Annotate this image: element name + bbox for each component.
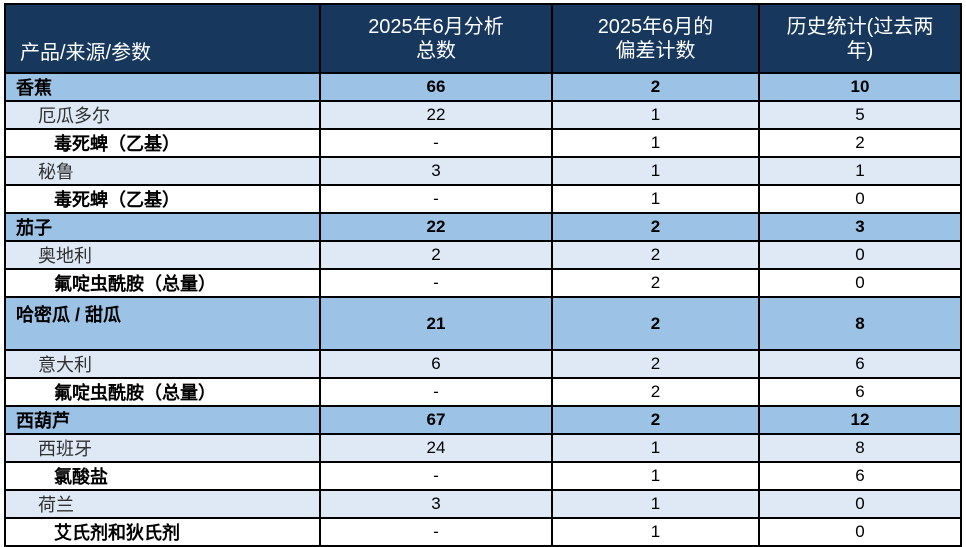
deviation-count-cell: 1 <box>551 100 760 130</box>
analyzed-total-cell: 22 <box>319 212 553 242</box>
table-row-product: 香蕉 66 2 10 <box>4 72 962 102</box>
analyzed-total-cell: - <box>319 377 553 407</box>
analyzed-total-cell: - <box>319 268 553 298</box>
table-row-country: 厄瓜多尔 22 1 5 <box>4 100 962 130</box>
deviation-count-cell: 2 <box>551 268 760 298</box>
table-row-country: 荷兰 3 1 0 <box>4 489 962 519</box>
row-label-cell: 香蕉 <box>4 72 321 102</box>
table-row-country: 西班牙 24 1 8 <box>4 433 962 463</box>
analyzed-total-cell: 3 <box>319 156 553 186</box>
column-header-history-stats: 历史统计(过去两 年) <box>758 3 962 74</box>
table-row-parameter: 艾氏剂和狄氏剂 - 1 0 <box>4 517 962 547</box>
history-stats-cell: 0 <box>758 184 962 214</box>
analyzed-total-cell: 67 <box>319 405 553 435</box>
history-stats-cell: 10 <box>758 72 962 102</box>
deviation-count-cell: 2 <box>551 349 760 379</box>
deviation-count-cell: 1 <box>551 128 760 158</box>
table-row-product: 茄子 22 2 3 <box>4 212 962 242</box>
table-row-parameter: 氯酸盐 - 1 6 <box>4 461 962 491</box>
column-header-deviation-count: 2025年6月的 偏差计数 <box>551 3 760 74</box>
row-label-cell: 氟啶虫酰胺（总量） <box>4 377 321 407</box>
row-label-cell: 毒死蜱（乙基） <box>4 184 321 214</box>
history-stats-cell: 0 <box>758 517 962 547</box>
deviation-count-cell: 2 <box>551 405 760 435</box>
history-stats-cell: 3 <box>758 212 962 242</box>
history-stats-cell: 6 <box>758 349 962 379</box>
analyzed-total-cell: 2 <box>319 240 553 270</box>
history-stats-cell: 6 <box>758 461 962 491</box>
row-label-cell: 氯酸盐 <box>4 461 321 491</box>
analyzed-total-cell: 66 <box>319 72 553 102</box>
row-label-cell: 西葫芦 <box>4 405 321 435</box>
deviation-count-cell: 2 <box>551 212 760 242</box>
analyzed-total-cell: - <box>319 128 553 158</box>
row-label-cell: 茄子 <box>4 212 321 242</box>
analyzed-total-cell: 3 <box>319 489 553 519</box>
column-header-product-source-parameter: 产品/来源/参数 <box>4 3 321 74</box>
history-stats-cell: 0 <box>758 268 962 298</box>
deviation-count-cell: 1 <box>551 461 760 491</box>
table-row-product: 西葫芦 67 2 12 <box>4 405 962 435</box>
analyzed-total-cell: 6 <box>319 349 553 379</box>
row-label-cell: 毒死蜱（乙基） <box>4 128 321 158</box>
row-label-cell: 荷兰 <box>4 489 321 519</box>
deviation-count-cell: 2 <box>551 240 760 270</box>
history-stats-cell: 12 <box>758 405 962 435</box>
history-stats-cell: 1 <box>758 156 962 186</box>
table-header: 产品/来源/参数 2025年6月分析 总数 2025年6月的 偏差计数 历史统计… <box>4 3 962 74</box>
history-stats-cell: 2 <box>758 128 962 158</box>
deviation-count-cell: 1 <box>551 489 760 519</box>
deviation-count-cell: 2 <box>551 296 760 351</box>
analyzed-total-cell: 22 <box>319 100 553 130</box>
table-row-parameter: 氟啶虫酰胺（总量） - 2 0 <box>4 268 962 298</box>
table-row-country: 奥地利 2 2 0 <box>4 240 962 270</box>
deviation-count-cell: 1 <box>551 156 760 186</box>
deviation-count-cell: 2 <box>551 377 760 407</box>
history-stats-cell: 8 <box>758 433 962 463</box>
analyzed-total-cell: 21 <box>319 296 553 351</box>
analyzed-total-cell: - <box>319 184 553 214</box>
history-stats-cell: 8 <box>758 296 962 351</box>
deviation-count-cell: 1 <box>551 517 760 547</box>
analyzed-total-cell: - <box>319 461 553 491</box>
table-row-country: 意大利 6 2 6 <box>4 349 962 379</box>
deviation-count-cell: 1 <box>551 433 760 463</box>
column-header-analyzed-total: 2025年6月分析 总数 <box>319 3 553 74</box>
history-stats-cell: 5 <box>758 100 962 130</box>
table-body: 香蕉 66 2 10 厄瓜多尔 22 1 5 毒死蜱（乙基） - 1 2 秘鲁 … <box>4 72 962 547</box>
deviation-count-cell: 1 <box>551 184 760 214</box>
deviation-report-sheet: 产品/来源/参数 2025年6月分析 总数 2025年6月的 偏差计数 历史统计… <box>4 3 962 547</box>
table-row-parameter: 毒死蜱（乙基） - 1 2 <box>4 128 962 158</box>
table-row-parameter: 毒死蜱（乙基） - 1 0 <box>4 184 962 214</box>
history-stats-cell: 0 <box>758 240 962 270</box>
row-label-cell: 哈密瓜 / 甜瓜 <box>4 296 321 351</box>
table-row-parameter: 氟啶虫酰胺（总量） - 2 6 <box>4 377 962 407</box>
row-label-cell: 艾氏剂和狄氏剂 <box>4 517 321 547</box>
row-label-cell: 秘鲁 <box>4 156 321 186</box>
row-label-cell: 氟啶虫酰胺（总量） <box>4 268 321 298</box>
table-row-country: 秘鲁 3 1 1 <box>4 156 962 186</box>
deviation-count-cell: 2 <box>551 72 760 102</box>
deviation-table: 产品/来源/参数 2025年6月分析 总数 2025年6月的 偏差计数 历史统计… <box>4 3 962 547</box>
table-row-product: 哈密瓜 / 甜瓜 21 2 8 <box>4 296 962 351</box>
row-label-cell: 厄瓜多尔 <box>4 100 321 130</box>
analyzed-total-cell: - <box>319 517 553 547</box>
history-stats-cell: 0 <box>758 489 962 519</box>
analyzed-total-cell: 24 <box>319 433 553 463</box>
row-label-cell: 西班牙 <box>4 433 321 463</box>
row-label-cell: 奥地利 <box>4 240 321 270</box>
header-row: 产品/来源/参数 2025年6月分析 总数 2025年6月的 偏差计数 历史统计… <box>4 3 962 74</box>
history-stats-cell: 6 <box>758 377 962 407</box>
row-label-cell: 意大利 <box>4 349 321 379</box>
